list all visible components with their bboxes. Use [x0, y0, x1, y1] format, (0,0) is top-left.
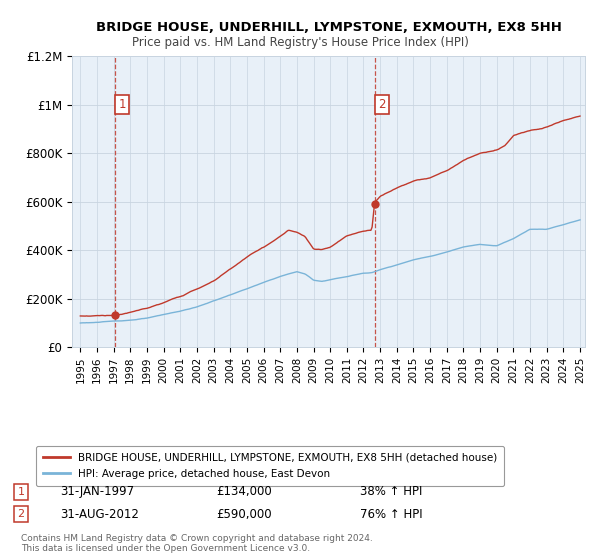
- Text: 1: 1: [118, 98, 126, 111]
- Text: 31-AUG-2012: 31-AUG-2012: [60, 507, 139, 521]
- Text: Contains HM Land Registry data © Crown copyright and database right 2024.
This d: Contains HM Land Registry data © Crown c…: [21, 534, 373, 553]
- Text: Price paid vs. HM Land Registry's House Price Index (HPI): Price paid vs. HM Land Registry's House …: [131, 36, 469, 49]
- Text: 31-JAN-1997: 31-JAN-1997: [60, 485, 134, 498]
- Text: 76% ↑ HPI: 76% ↑ HPI: [360, 507, 422, 521]
- Text: 2: 2: [378, 98, 385, 111]
- Legend: BRIDGE HOUSE, UNDERHILL, LYMPSTONE, EXMOUTH, EX8 5HH (detached house), HPI: Aver: BRIDGE HOUSE, UNDERHILL, LYMPSTONE, EXMO…: [36, 446, 505, 487]
- Text: 1: 1: [17, 487, 25, 497]
- Text: 2: 2: [17, 509, 25, 519]
- Text: £590,000: £590,000: [216, 507, 272, 521]
- Text: 38% ↑ HPI: 38% ↑ HPI: [360, 485, 422, 498]
- Text: £134,000: £134,000: [216, 485, 272, 498]
- Title: BRIDGE HOUSE, UNDERHILL, LYMPSTONE, EXMOUTH, EX8 5HH: BRIDGE HOUSE, UNDERHILL, LYMPSTONE, EXMO…: [95, 21, 562, 34]
